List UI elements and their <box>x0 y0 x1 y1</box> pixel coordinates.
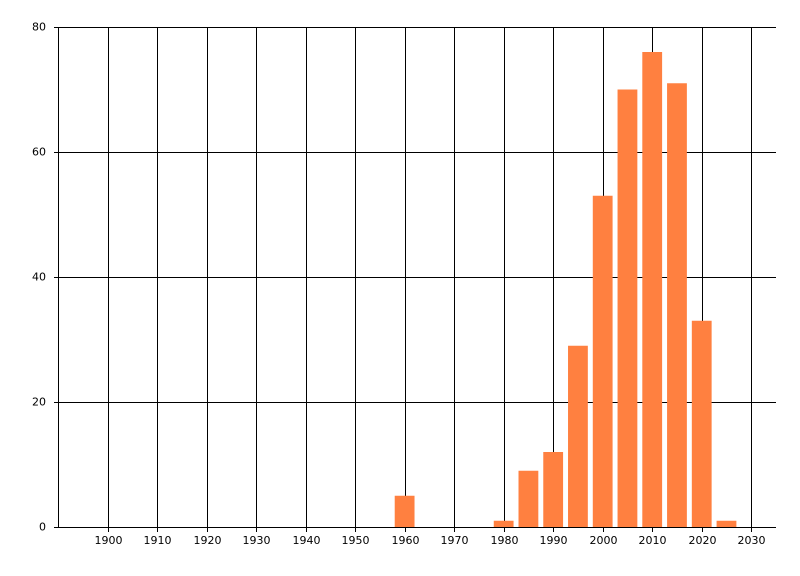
bar <box>592 195 613 527</box>
x-tick-label: 1910 <box>144 534 172 547</box>
y-tick-label: 20 <box>32 396 46 409</box>
bar <box>568 345 588 527</box>
x-tick-label: 2020 <box>689 534 717 547</box>
bar <box>493 520 514 527</box>
x-tick-label: 1990 <box>540 534 568 547</box>
bar <box>518 470 539 527</box>
bar <box>667 83 687 527</box>
y-tick-label: 80 <box>32 21 46 34</box>
x-tick-label: 1900 <box>95 534 123 547</box>
bar <box>617 89 638 527</box>
x-tick-label: 2010 <box>639 534 667 547</box>
x-tick-label: 1920 <box>194 534 222 547</box>
x-tick-label: 1940 <box>293 534 321 547</box>
y-tick-label: 40 <box>32 271 46 284</box>
bar <box>716 520 737 527</box>
bar <box>394 495 415 527</box>
x-tick-label: 1960 <box>392 534 420 547</box>
bar <box>642 52 663 527</box>
y-tick-label: 60 <box>32 146 46 159</box>
x-tick-label: 1970 <box>441 534 469 547</box>
bar <box>691 320 712 527</box>
x-tick-label: 1950 <box>342 534 370 547</box>
x-tick-label: 2000 <box>590 534 618 547</box>
x-tick-label: 1980 <box>491 534 519 547</box>
x-tick-label: 2030 <box>738 534 766 547</box>
bar <box>543 452 564 527</box>
x-tick-label: 1930 <box>243 534 271 547</box>
y-tick-label: 0 <box>39 521 46 534</box>
